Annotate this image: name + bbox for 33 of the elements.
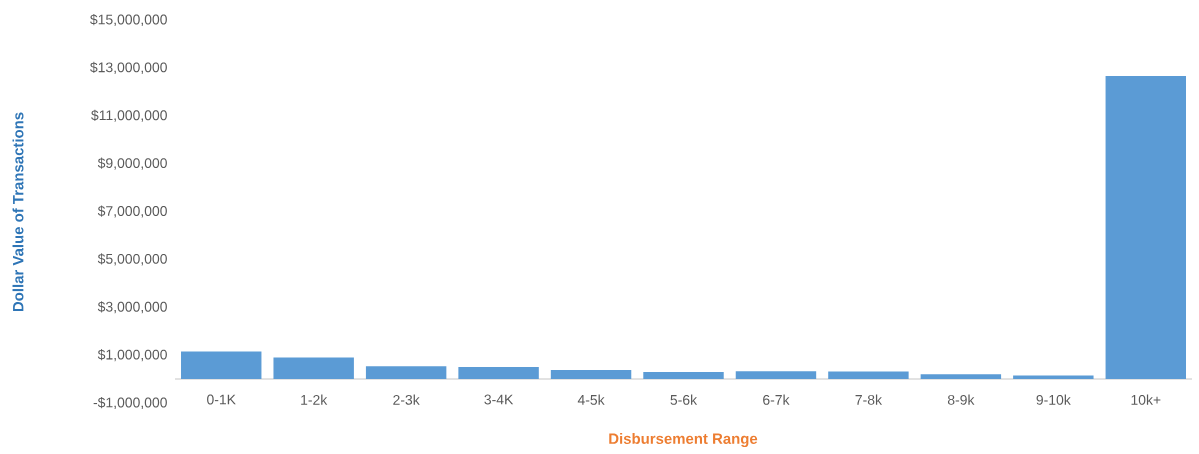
bar (643, 372, 724, 380)
x-tick-label: 5-6k (670, 394, 698, 405)
x-tick-label: 7-8k (855, 394, 882, 405)
bar (181, 351, 262, 380)
x-tick-label: 1-2k (301, 394, 328, 405)
y-tick-label: $3,000,000 (97, 301, 167, 314)
y-tick-label: -$1,000,000 (93, 396, 167, 410)
x-tick-label: 8-9k (947, 394, 975, 405)
x-tick-label: 6-7k (763, 394, 790, 405)
bar (550, 369, 632, 380)
x-tick-label: 0-1K (207, 394, 236, 405)
y-tick-label: $5,000,000 (97, 253, 167, 266)
y-tick-label: $13,000,000 (90, 61, 167, 74)
x-tick-label: 2-3k (393, 394, 420, 405)
x-tick-label: 10k+ (1131, 394, 1161, 405)
y-tick-label: $9,000,000 (97, 157, 167, 170)
x-tick-label: 9-10k (1036, 394, 1071, 405)
x-axis-title: Disbursement Range (609, 433, 758, 447)
x-tick-label: 3-4K (484, 394, 514, 405)
y-tick-label: $11,000,000 (91, 109, 167, 122)
y-tick-label: $15,000,000 (90, 13, 167, 27)
y-axis-title: Dollar Value of Transactions (12, 112, 24, 312)
y-tick-label: $7,000,000 (97, 205, 167, 218)
x-tick-label: 4-5k (577, 394, 605, 405)
bar (458, 367, 539, 380)
bar (735, 371, 817, 380)
y-tick-label: $1,000,000 (97, 349, 167, 362)
bar (828, 371, 909, 380)
bar (365, 366, 447, 380)
bar (1013, 375, 1094, 380)
bar (1105, 76, 1186, 380)
bar (920, 374, 1002, 380)
bar (273, 357, 354, 380)
